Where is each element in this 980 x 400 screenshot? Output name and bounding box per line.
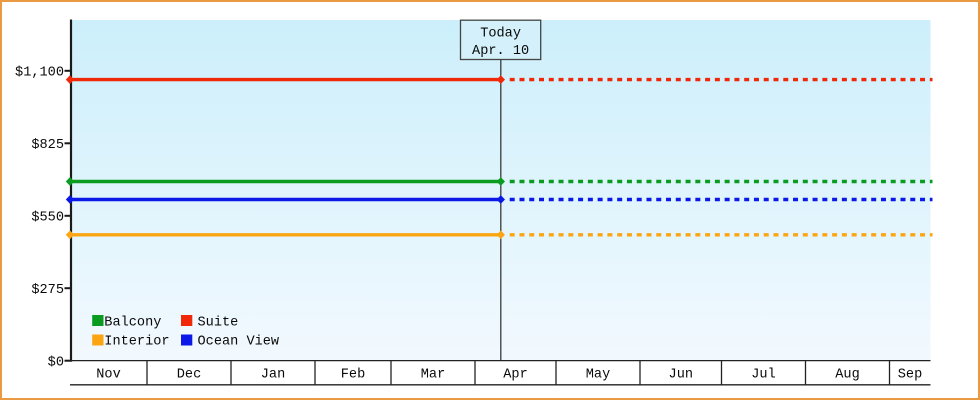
svg-text:Apr. 10: Apr. 10	[472, 44, 529, 59]
svg-text:Dec: Dec	[177, 367, 201, 382]
svg-text:Balcony: Balcony	[104, 315, 161, 330]
svg-text:Nov: Nov	[96, 367, 120, 382]
svg-text:$825: $825	[31, 138, 64, 153]
svg-text:Interior: Interior	[104, 335, 169, 350]
svg-text:$550: $550	[31, 211, 64, 226]
svg-text:$1,100: $1,100	[15, 66, 64, 81]
svg-text:Ocean View: Ocean View	[198, 335, 280, 350]
svg-text:May: May	[586, 367, 610, 382]
svg-text:Feb: Feb	[341, 367, 365, 382]
svg-text:Aug: Aug	[835, 367, 859, 382]
svg-text:$0: $0	[48, 355, 64, 370]
svg-text:Sep: Sep	[898, 367, 922, 382]
svg-text:Suite: Suite	[198, 315, 239, 330]
svg-text:Jun: Jun	[669, 367, 693, 382]
svg-text:Mar: Mar	[421, 367, 445, 382]
svg-text:Jan: Jan	[261, 367, 285, 382]
svg-text:$275: $275	[31, 283, 64, 298]
svg-text:Jul: Jul	[751, 367, 775, 382]
svg-text:Apr: Apr	[503, 367, 527, 382]
svg-text:Today: Today	[480, 27, 521, 42]
